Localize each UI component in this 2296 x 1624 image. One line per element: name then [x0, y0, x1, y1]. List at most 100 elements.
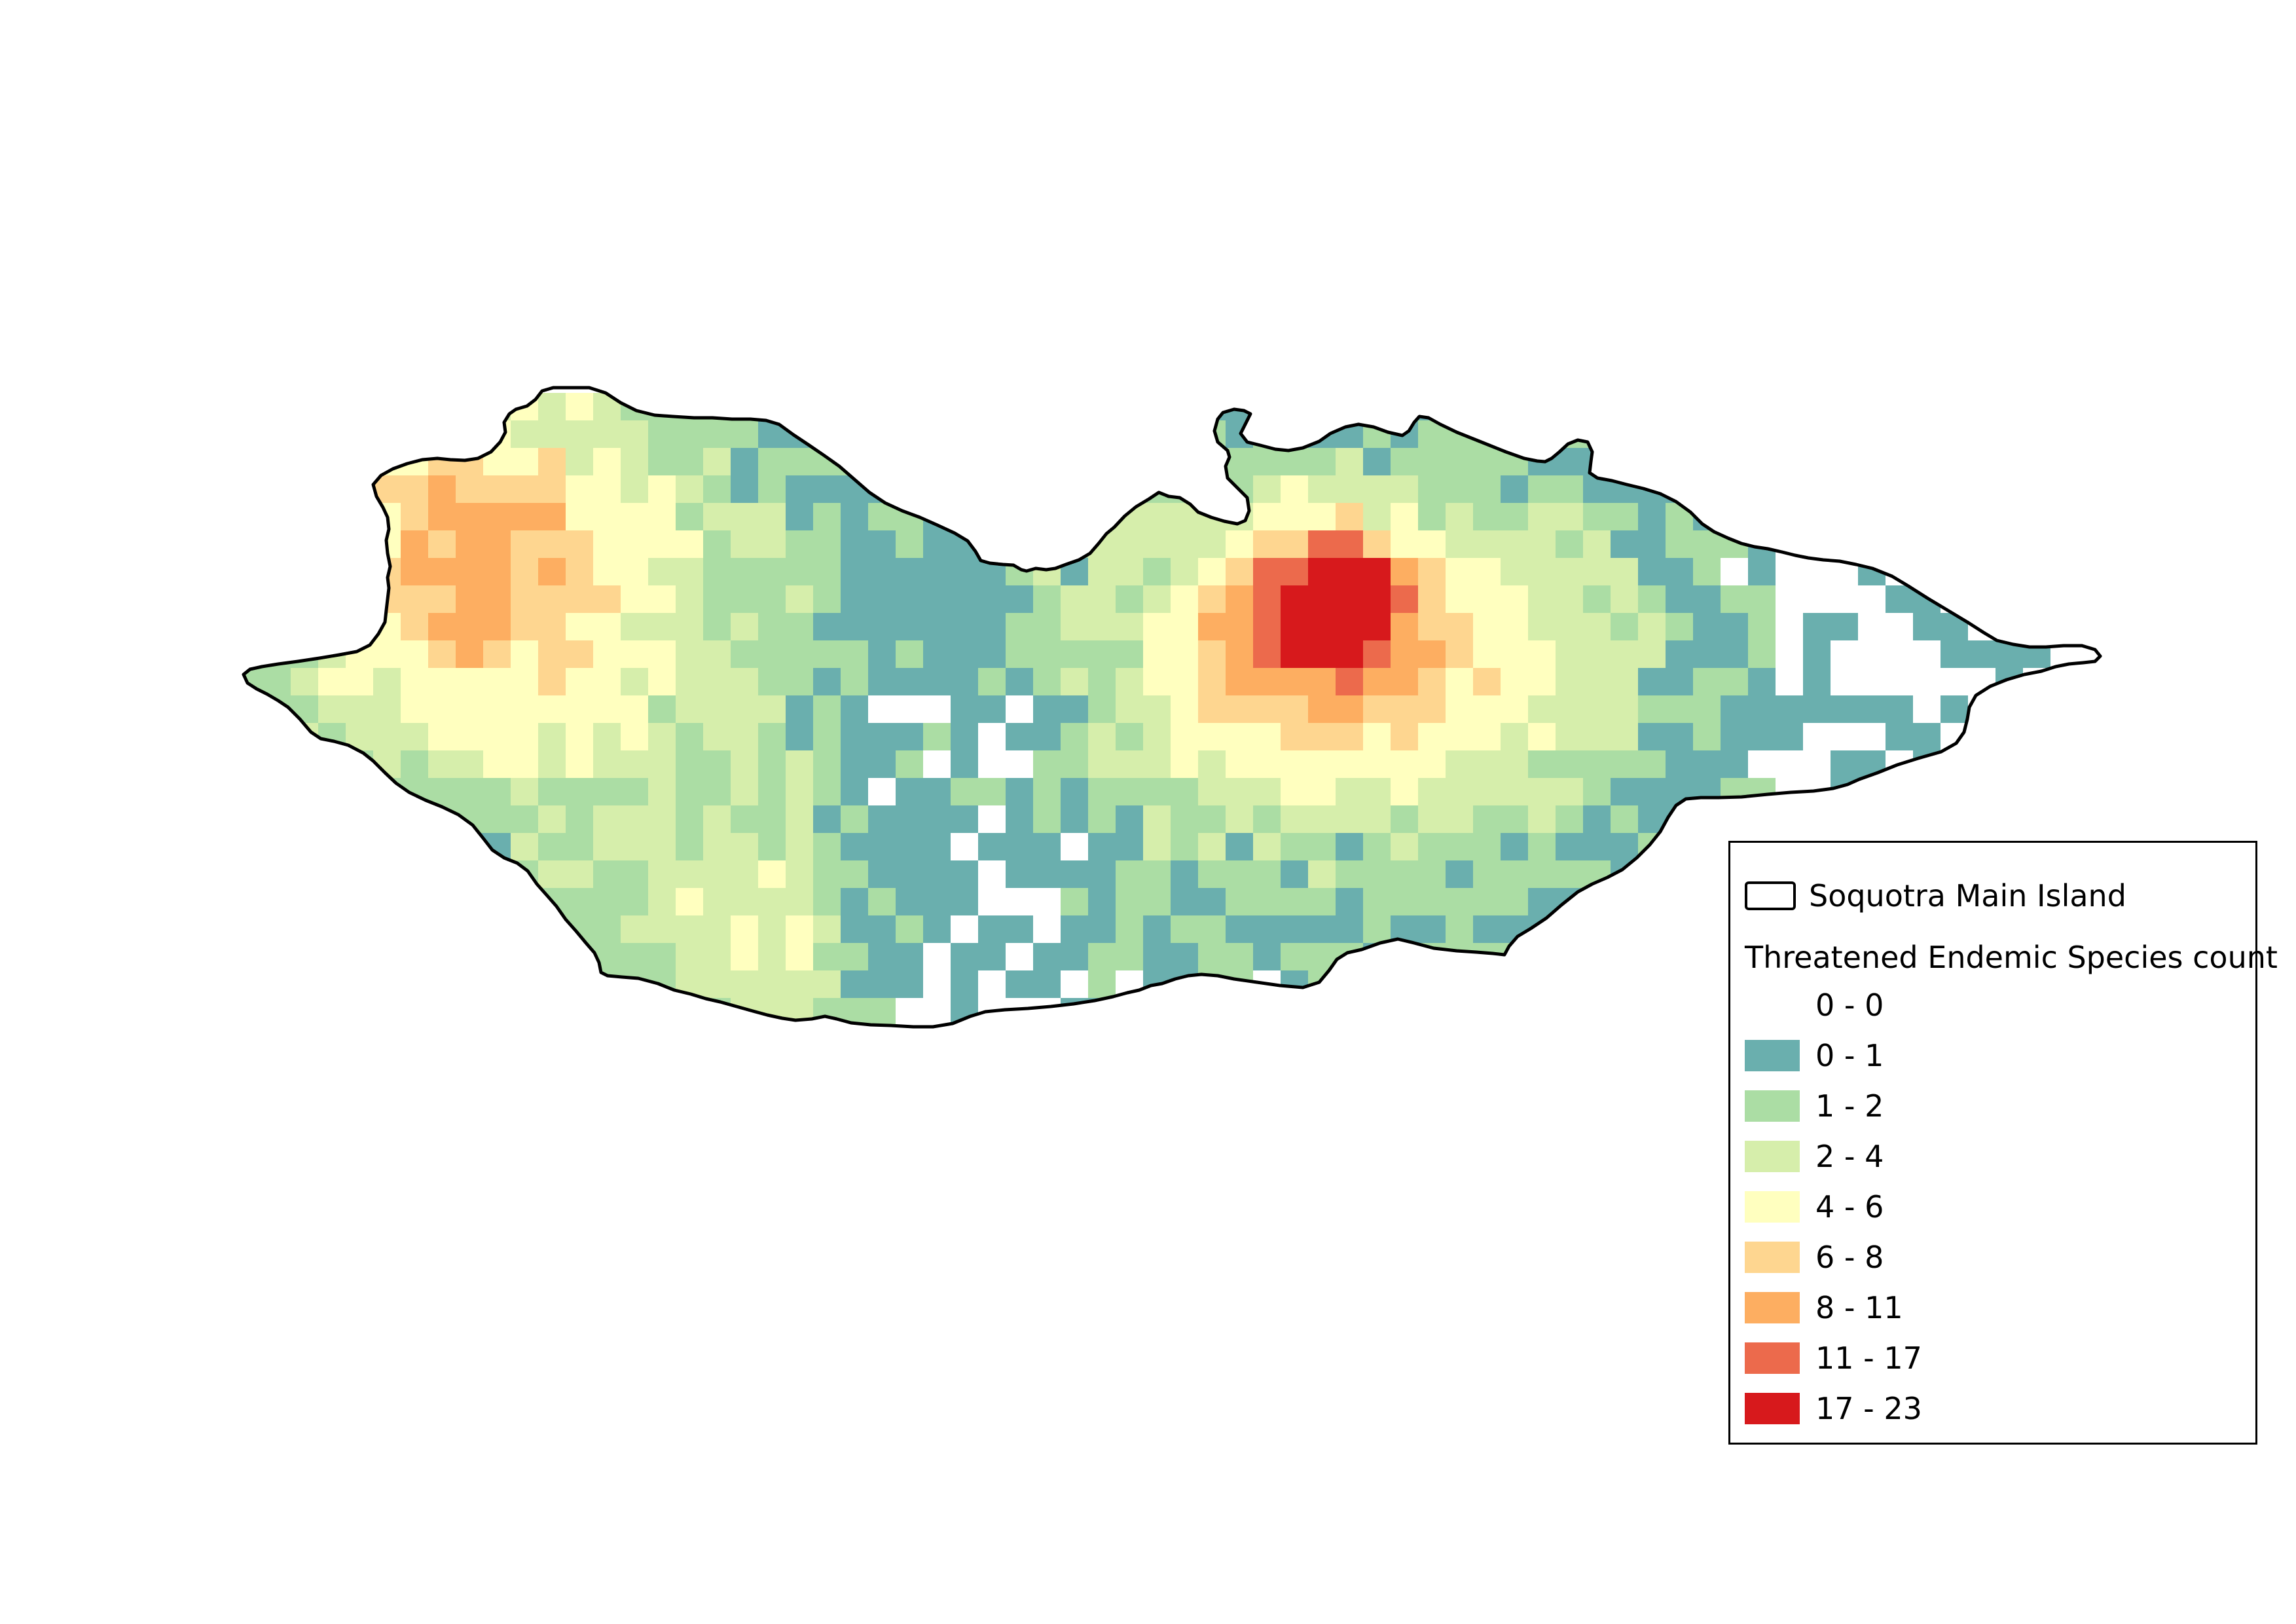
grid-cell	[813, 420, 841, 448]
grid-cell	[291, 420, 318, 448]
grid-cell	[621, 475, 648, 503]
grid-cell	[593, 668, 621, 695]
grid-cell	[1143, 998, 1171, 1025]
grid-cell	[1363, 475, 1391, 503]
grid-cell	[483, 970, 511, 998]
grid-cell	[1611, 805, 1638, 833]
grid-cell	[813, 998, 841, 1025]
grid-cell	[1748, 695, 1776, 723]
grid-cell	[346, 668, 373, 695]
grid-cell	[758, 915, 786, 943]
grid-cell	[483, 585, 511, 613]
grid-cell	[1693, 393, 1721, 420]
grid-cell	[1721, 393, 1748, 420]
grid-cell	[1116, 915, 1143, 943]
grid-cell	[1528, 530, 1556, 558]
grid-cell	[896, 448, 923, 475]
grid-cell	[1721, 723, 1748, 750]
grid-cell	[1116, 558, 1143, 585]
grid-cell	[1528, 998, 1556, 1025]
class-label: 8 - 11	[1815, 1290, 1903, 1325]
grid-cell	[318, 805, 346, 833]
class-swatch	[1745, 1090, 1800, 1122]
grid-cell	[1281, 1025, 1308, 1027]
grid-cell	[648, 888, 676, 915]
grid-cell	[731, 943, 758, 970]
grid-cell	[1776, 503, 1803, 530]
grid-cell	[1446, 915, 1473, 943]
grid-cell	[1033, 640, 1061, 668]
grid-cell	[978, 475, 1006, 503]
legend-class-item: 1 - 2	[1745, 1090, 1922, 1122]
grid-cell	[786, 393, 813, 420]
grid-cell	[841, 585, 868, 613]
grid-cell	[1748, 475, 1776, 503]
grid-cell	[1528, 860, 1556, 888]
grid-cell	[648, 750, 676, 778]
grid-cell	[1088, 1025, 1116, 1027]
grid-cell	[1748, 613, 1776, 640]
grid-cell	[1061, 695, 1088, 723]
grid-cell	[868, 420, 896, 448]
grid-cell	[566, 475, 593, 503]
grid-cell	[1913, 778, 1941, 805]
grid-cell	[1941, 805, 1968, 833]
grid-cell	[1803, 640, 1831, 668]
grid-cell	[244, 860, 263, 888]
grid-cell	[456, 998, 483, 1025]
grid-cell	[1033, 668, 1061, 695]
class-swatch	[1745, 1040, 1800, 1071]
grid-cell	[621, 530, 648, 558]
grid-cell	[428, 943, 456, 970]
grid-cell	[1886, 585, 1913, 613]
grid-cell	[896, 585, 923, 613]
grid-cell	[1171, 915, 1198, 943]
grid-cell	[731, 750, 758, 778]
grid-cell	[1666, 558, 1693, 585]
grid-cell	[731, 695, 758, 723]
grid-cell	[346, 943, 373, 970]
grid-cell	[813, 558, 841, 585]
grid-cell	[1473, 915, 1501, 943]
grid-cell	[703, 778, 731, 805]
grid-cell	[703, 723, 731, 750]
grid-cell	[621, 503, 648, 530]
grid-cell	[1198, 833, 1226, 860]
grid-cell	[978, 915, 1006, 943]
grid-cell	[263, 723, 291, 750]
grid-cell	[1611, 833, 1638, 860]
grid-cell	[1281, 420, 1308, 448]
class-label: 0 - 0	[1815, 987, 1884, 1023]
grid-cell	[841, 833, 868, 860]
grid-cell	[841, 613, 868, 640]
grid-cell	[923, 613, 951, 640]
grid-cell	[621, 558, 648, 585]
grid-cell	[1446, 888, 1473, 915]
grid-cell	[1446, 503, 1473, 530]
grid-cell	[951, 805, 978, 833]
grid-cell	[1556, 585, 1583, 613]
grid-cell	[648, 503, 676, 530]
grid-cell	[1308, 888, 1336, 915]
grid-cell	[263, 778, 291, 805]
grid-cell	[2023, 558, 2050, 585]
grid-cell	[1528, 558, 1556, 585]
grid-cell	[1391, 998, 1418, 1025]
grid-cell	[1226, 998, 1253, 1025]
grid-cell	[1583, 503, 1611, 530]
grid-cell	[1281, 640, 1308, 668]
grid-cell	[346, 970, 373, 998]
grid-cell	[841, 943, 868, 970]
grid-cell	[1253, 750, 1281, 778]
grid-cell	[1061, 640, 1088, 668]
grid-cell	[1336, 833, 1363, 860]
grid-cell	[1721, 420, 1748, 448]
grid-cell	[1913, 613, 1941, 640]
grid-cell	[2078, 778, 2100, 805]
grid-cell	[566, 998, 593, 1025]
class-swatch	[1745, 1242, 1800, 1273]
grid-cell	[1446, 640, 1473, 668]
grid-cell	[483, 915, 511, 943]
grid-cell	[1033, 503, 1061, 530]
grid-cell	[456, 640, 483, 668]
